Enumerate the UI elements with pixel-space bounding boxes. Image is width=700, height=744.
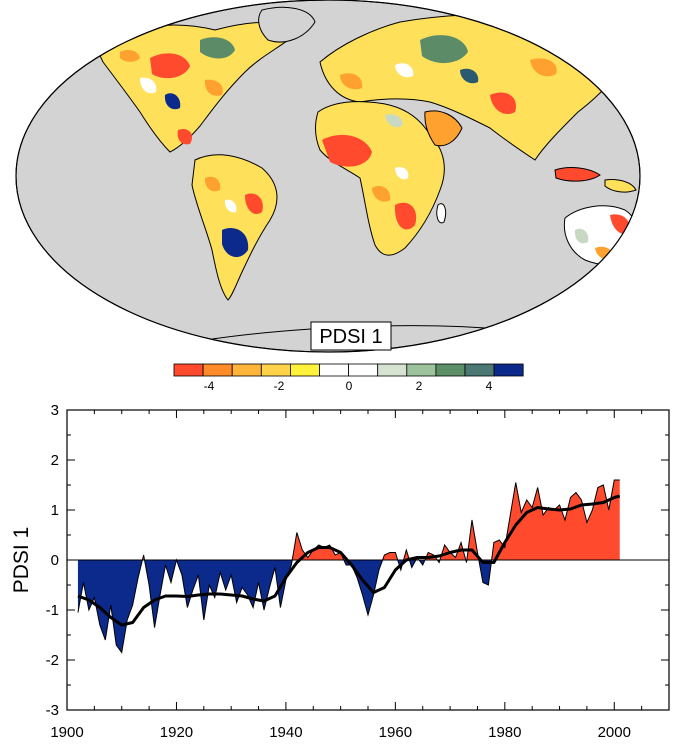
y-tick-label: -1 xyxy=(46,602,59,619)
pdsi-time-series-chart: 1900 1920 1940 1960 1980 2000 -3 -2 -1 0 1 2 3 PDSI… xyxy=(10,402,670,741)
colorbar-box xyxy=(260,363,291,377)
colorbar-tick-label: 2 xyxy=(416,379,423,393)
greenland xyxy=(258,6,316,43)
pdsi-area xyxy=(77,480,620,653)
negative-area xyxy=(478,560,492,585)
new-zealand xyxy=(647,261,657,275)
y-axis-label: PDSI 1 xyxy=(10,527,33,594)
y-tick-label: 0 xyxy=(51,552,59,569)
colorbar-tick-label: 0 xyxy=(346,379,353,393)
map-label: PDSI 1 xyxy=(319,326,382,348)
colorbar-box xyxy=(289,363,320,377)
world-pdsi-map: PDSI 1 xyxy=(15,0,657,353)
colorbar-box xyxy=(377,363,408,377)
y-tick-label: -2 xyxy=(46,652,59,669)
y-tick-label: 3 xyxy=(51,402,59,419)
x-tick-label: 1920 xyxy=(160,724,193,741)
colorbar-tick-label: -2 xyxy=(274,379,285,393)
colorbar-box xyxy=(435,363,466,377)
colorbar-box xyxy=(464,363,495,377)
colorbar-box xyxy=(319,363,350,377)
positive-area xyxy=(439,542,466,560)
x-tick-label: 2000 xyxy=(598,724,631,741)
negative-area xyxy=(409,560,416,568)
colorbar-box xyxy=(493,363,524,377)
madagascar xyxy=(436,203,447,224)
colorbar-box xyxy=(406,363,437,377)
japan xyxy=(599,72,611,90)
southeast-asia-islands xyxy=(554,167,601,182)
x-tick-label: 1940 xyxy=(269,724,302,741)
north-america xyxy=(94,22,301,153)
colorbar-boxes xyxy=(173,363,524,377)
colorbar-tick-label: 4 xyxy=(486,379,493,393)
positive-area xyxy=(491,480,620,560)
x-tick-label: 1900 xyxy=(50,724,83,741)
colorbar-box xyxy=(348,363,379,377)
colorbar-box xyxy=(231,363,262,377)
colorbar-box xyxy=(173,363,204,377)
annual-line xyxy=(77,479,620,654)
colorbar: -4 -2 0 2 4 xyxy=(173,363,524,393)
arabia xyxy=(424,110,463,147)
axis-ticks xyxy=(66,409,670,711)
x-tick-label: 1960 xyxy=(379,724,412,741)
map-label-box xyxy=(310,321,392,351)
smoothed-line xyxy=(77,494,621,627)
negative-area xyxy=(343,560,383,615)
colorbar-tick-label: -4 xyxy=(204,379,215,393)
y-tick-label: -3 xyxy=(46,702,59,719)
x-tick-labels: 1900 1920 1940 1960 1980 2000 xyxy=(50,724,631,741)
y-tick-label: 1 xyxy=(51,502,59,519)
y-tick-labels: -3 -2 -1 0 1 2 3 xyxy=(46,402,59,719)
y-tick-label: 2 xyxy=(51,452,59,469)
colorbar-box xyxy=(202,363,233,377)
pdsi-lines xyxy=(77,479,621,654)
x-tick-label: 1980 xyxy=(488,724,521,741)
positive-area xyxy=(403,550,410,560)
